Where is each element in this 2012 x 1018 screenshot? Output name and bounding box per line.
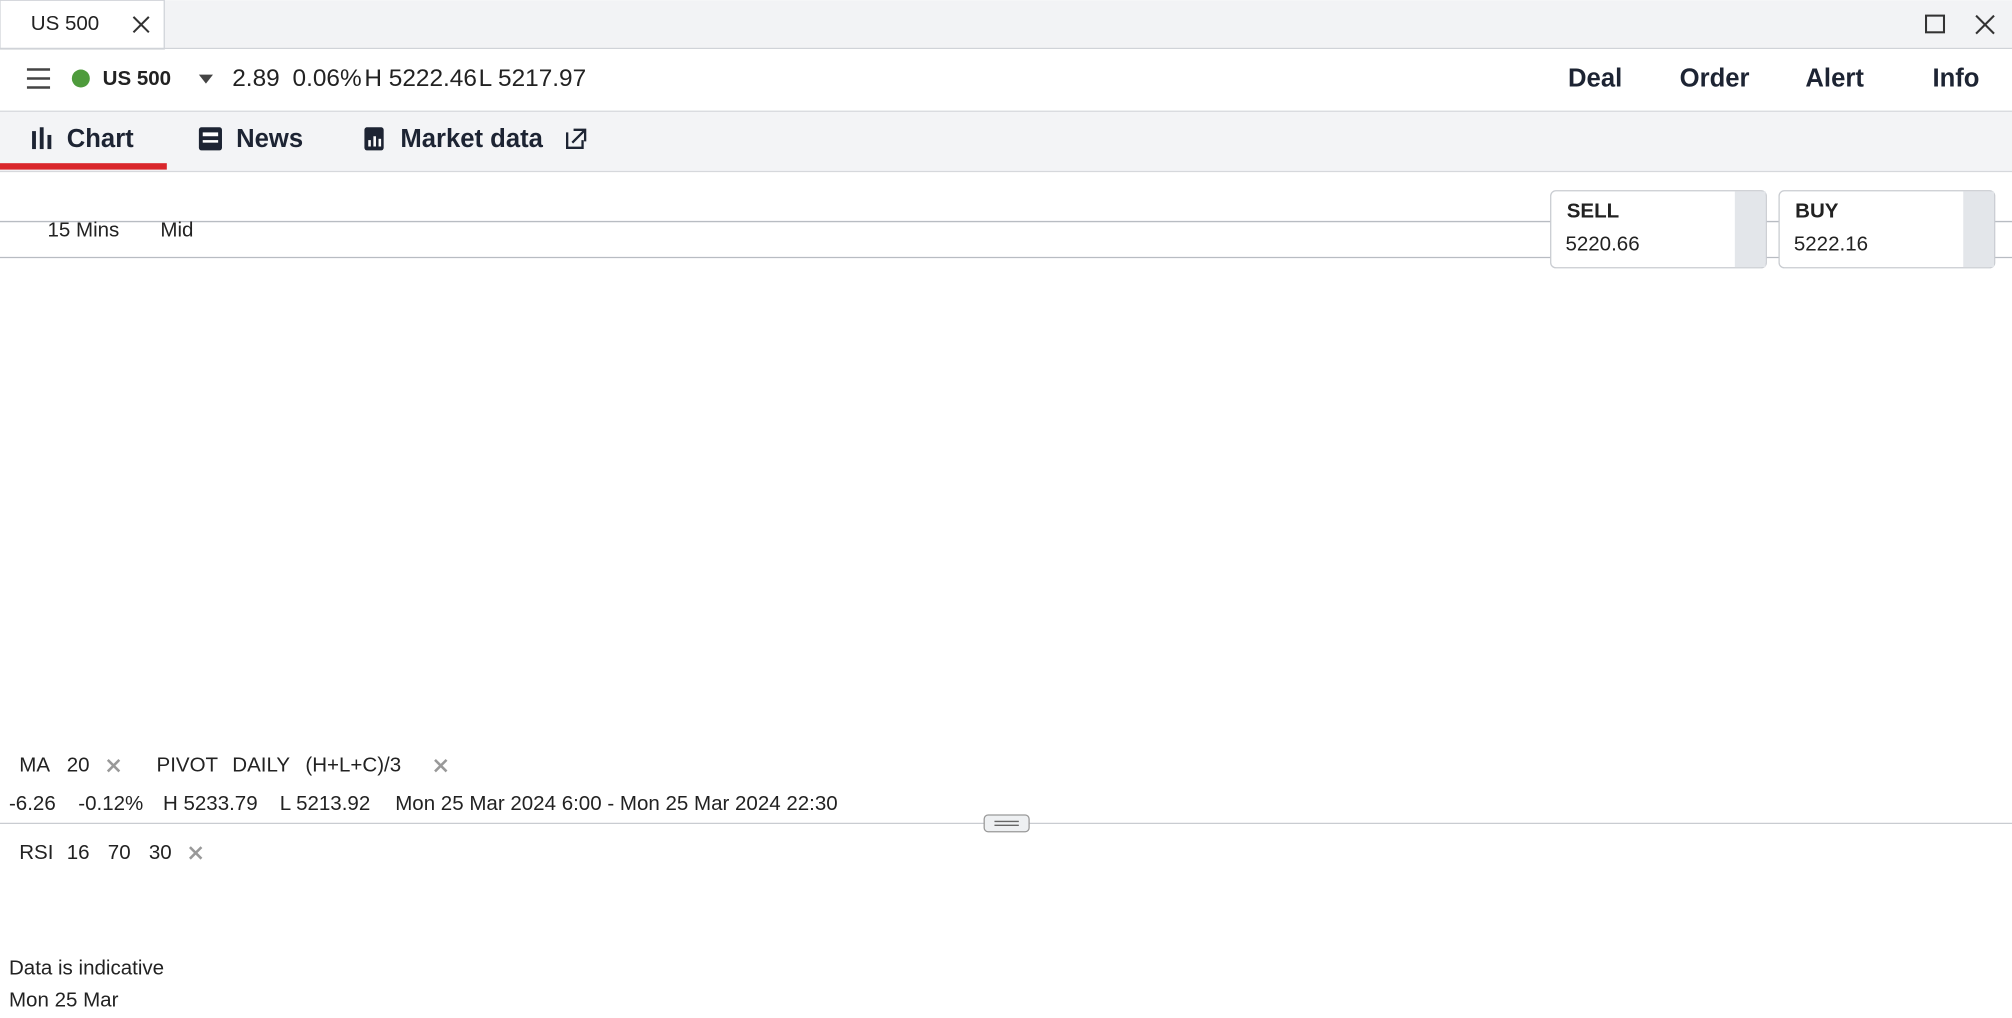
window-tab[interactable] (0, 0, 165, 50)
period-change: -6.26 (9, 792, 56, 815)
sell-price: 5220.66 (1565, 233, 1639, 256)
deal-button[interactable]: Deal (1568, 65, 1622, 93)
menu-icon[interactable] (26, 68, 51, 89)
interval-selector[interactable]: 15 Mins (47, 219, 119, 242)
date-label: Mon 25 Mar (9, 989, 119, 1012)
period-change-pct: -0.12% (78, 792, 143, 815)
news-tab[interactable]: News (236, 125, 303, 153)
pivot-period: DAILY (232, 754, 290, 777)
chart-tab-icon (32, 127, 52, 150)
remove-pivot[interactable] (434, 758, 448, 773)
panel-resize-handle[interactable] (983, 814, 1030, 833)
title-bar (0, 0, 2012, 48)
close-tab-icon[interactable] (132, 16, 150, 34)
disclaimer: Data is indicative (9, 956, 164, 979)
period-range: Mon 25 Mar 2024 6:00 - Mon 25 Mar 2024 2… (395, 792, 838, 815)
pivot-formula: (H+L+C)/3 (305, 754, 401, 777)
tab-bar (0, 110, 2012, 171)
instrument-name[interactable]: US 500 (103, 67, 171, 90)
change: 2.89 (232, 65, 279, 92)
ma-period: 20 (67, 754, 90, 777)
rsi-label: RSI (19, 841, 53, 864)
ma-label: MA (19, 754, 50, 777)
period-high: H 5233.79 (163, 792, 258, 815)
period-low: L 5213.92 (280, 792, 371, 815)
rsi-lower: 30 (149, 841, 172, 864)
buy-price: 5222.16 (1794, 233, 1868, 256)
order-button[interactable]: Order (1680, 65, 1750, 93)
pivot-label: PIVOT (157, 754, 219, 777)
market-data-tab[interactable]: Market data (400, 125, 543, 153)
market-data-icon (364, 127, 384, 151)
change-pct: 0.06% (293, 65, 362, 92)
sell-box[interactable] (1550, 190, 1767, 269)
remove-ma[interactable] (106, 758, 121, 773)
market-open-dot (71, 69, 90, 88)
maximize-icon[interactable] (1925, 14, 1946, 34)
sell-label: SELL (1567, 199, 1619, 222)
alert-button[interactable]: Alert (1805, 65, 1864, 93)
session-low: L 5217.97 (479, 65, 587, 92)
rsi-period: 16 (67, 841, 90, 864)
info-button[interactable]: Info (1932, 65, 1979, 93)
news-tab-icon (198, 127, 222, 151)
close-window-icon[interactable] (1975, 14, 1995, 35)
window-tab-label: US 500 (31, 12, 99, 35)
rsi-upper: 70 (108, 841, 131, 864)
buy-box[interactable] (1778, 190, 1996, 269)
chart-tab[interactable]: Chart (67, 125, 134, 153)
session-high: H 5222.46 (364, 65, 477, 92)
remove-rsi[interactable] (189, 846, 203, 860)
active-tab-indicator (0, 163, 167, 170)
instrument-dropdown[interactable] (198, 74, 214, 84)
buy-label: BUY (1795, 199, 1839, 222)
price-type-selector[interactable]: Mid (160, 219, 193, 242)
external-link-icon (566, 128, 587, 149)
